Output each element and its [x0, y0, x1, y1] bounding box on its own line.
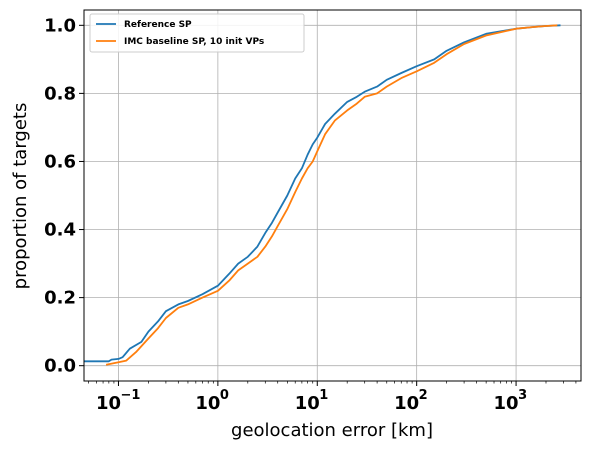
series-line-2	[105, 24, 558, 366]
y-tick-label: 0.0	[44, 356, 76, 377]
x-tick-label: 10	[394, 393, 419, 414]
y-tick-label: 0.6	[44, 151, 76, 172]
x-tick-label-exponent: 0	[220, 388, 229, 403]
x-tick-label: 10	[96, 393, 121, 414]
legend: Reference SP IMC baseline SP, 10 init VPs	[89, 13, 305, 53]
x-tick-label: 10	[295, 393, 320, 414]
x-tick-label: 10	[494, 393, 519, 414]
y-tick-label: 0.8	[44, 83, 76, 104]
x-tick-label-exponent: 1	[319, 388, 328, 403]
plot-area	[83, 9, 582, 382]
y-tick-label: 1.0	[44, 15, 76, 36]
plot-lines	[84, 24, 561, 366]
legend-label: IMC baseline SP, 10 init VPs	[124, 37, 264, 47]
axis-ticks: 10 −1 10 0 10 1 10 2 10 30.00.20.40.60.81.0	[44, 15, 577, 414]
legend-box	[89, 13, 305, 53]
x-axis-title: geolocation error [km]	[231, 420, 433, 441]
series-line-1	[84, 24, 561, 363]
y-tick-label: 0.2	[44, 288, 76, 309]
grid	[84, 10, 581, 381]
x-tick-label: 10	[195, 393, 220, 414]
x-tick-label-exponent: 2	[419, 388, 428, 403]
y-tick-label: 0.4	[44, 220, 76, 241]
y-axis-title: proportion of targets	[10, 103, 31, 290]
x-tick-label-exponent: 3	[518, 388, 527, 403]
x-tick-label-exponent: −1	[120, 388, 140, 403]
legend-label: Reference SP	[124, 20, 192, 30]
